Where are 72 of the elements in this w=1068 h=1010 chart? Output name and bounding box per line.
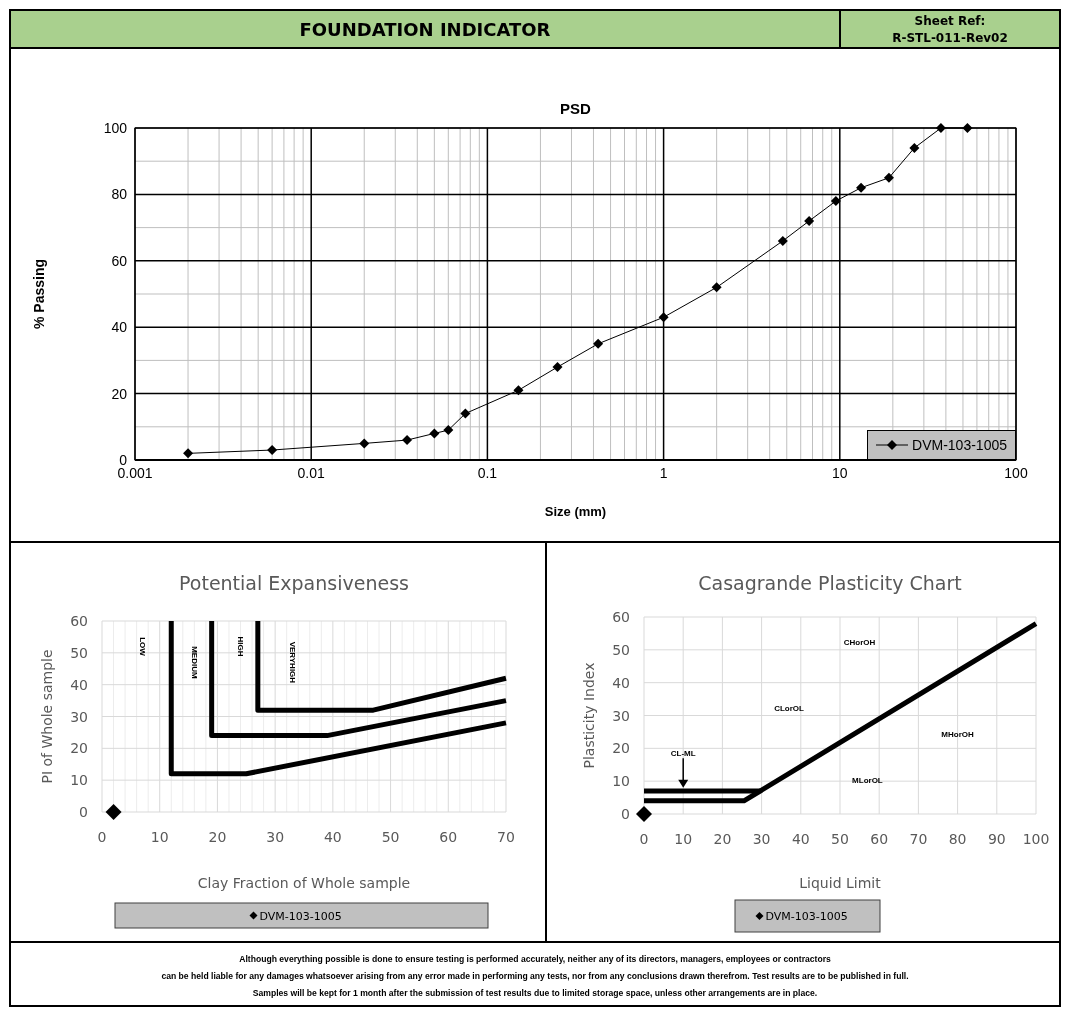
x-tick-label: 30: [266, 829, 285, 845]
annotation: MHorOH: [941, 730, 975, 740]
annotation: MLorOL: [852, 776, 883, 786]
x-tick-label: 0.01: [297, 465, 326, 481]
x-tick-label: 40: [323, 829, 342, 845]
y-tick-label: 60: [70, 613, 88, 629]
legend-label: DVM-103-1005: [765, 910, 848, 923]
x-tick-label: 90: [987, 831, 1006, 847]
y-tick-label: 20: [111, 385, 128, 402]
y-tick-label: 50: [70, 644, 88, 661]
x-tick-label: 20: [713, 831, 732, 847]
y-axis-title: % Passing: [31, 258, 47, 330]
y-tick-label: 10: [70, 772, 88, 789]
text: can be held liable for any damages whatsoever arising from any error made in performing any tests, nor from any conclusions drawn therefrom. Test results are to be published in full.: [161, 971, 909, 981]
text: FOUNDATION INDICATOR: [299, 19, 551, 40]
y-axis-title: Plasticity Index: [581, 662, 597, 769]
chart-title: PSD: [560, 100, 592, 117]
x-tick-label: 10: [150, 829, 169, 845]
y-tick-label: 0: [79, 804, 88, 820]
x-tick-label: 0: [97, 829, 107, 845]
x-tick-label: 50: [831, 831, 849, 847]
x-tick-label: 60: [870, 831, 889, 847]
x-axis-title: Clay Fraction of Whole sample: [197, 875, 411, 891]
x-axis-title: Size (mm): [544, 504, 607, 519]
y-tick-label: 20: [70, 740, 88, 757]
x-tick-label: 20: [208, 829, 227, 845]
text: Although everything possible is done to ensure testing is performed accurately, neither any of its directors, managers, employees or contractors: [239, 954, 831, 964]
annotation: VERYHIGH: [288, 641, 298, 684]
annotation: HIGH: [236, 636, 246, 657]
annotation: CHorOH: [843, 638, 876, 648]
x-tick-label: 10: [674, 831, 693, 847]
x-tick-label: 80: [948, 831, 967, 847]
y-tick-label: 10: [612, 773, 630, 790]
x-axis-title: Liquid Limit: [799, 875, 882, 891]
text: R-STL-011-Rev02: [892, 31, 1008, 45]
x-tick-label: 60: [439, 829, 458, 845]
x-tick-label: 40: [791, 831, 810, 847]
y-tick-label: 0: [119, 452, 128, 468]
chart-title: Casagrande Plasticity Chart: [698, 572, 962, 594]
annotation: LOW: [138, 637, 148, 657]
y-tick-label: 30: [70, 708, 88, 725]
annotation: CLorOL: [774, 704, 805, 714]
x-tick-label: 1: [659, 465, 668, 481]
y-tick-label: 20: [612, 740, 630, 757]
text: Samples will be kept for 1 month after the submission of test results due to limited storage space, unless other arrangements are in place.: [252, 988, 818, 998]
annotation: CL-ML: [670, 749, 696, 759]
y-tick-label: 60: [612, 609, 630, 625]
y-tick-label: 100: [103, 120, 128, 136]
x-tick-label: 70: [909, 831, 928, 847]
y-tick-label: 0: [621, 806, 630, 822]
x-tick-label: 100: [1022, 831, 1050, 847]
annotation: MEDIUM: [190, 646, 200, 679]
x-tick-label: 0.1: [477, 465, 498, 481]
x-tick-label: 70: [497, 829, 515, 845]
x-tick-label: 0: [639, 831, 649, 847]
legend-label: DVM-103-1005: [259, 909, 342, 923]
chart-title: Potential Expansiveness: [179, 572, 409, 594]
x-tick-label: 50: [381, 829, 400, 845]
y-tick-label: 80: [111, 186, 128, 203]
y-tick-label: 60: [111, 252, 128, 269]
text: Sheet Ref:: [914, 14, 986, 28]
x-tick-label: 100: [1004, 465, 1028, 481]
x-tick-label: 10: [832, 465, 848, 481]
y-tick-label: 30: [612, 707, 630, 724]
x-tick-label: 0.001: [117, 465, 153, 481]
legend-label: DVM-103-1005: [912, 437, 1007, 453]
y-axis-title: PI of Whole sample: [39, 649, 55, 784]
y-tick-label: 50: [612, 641, 630, 658]
x-tick-label: 30: [752, 831, 771, 847]
y-tick-label: 40: [612, 674, 630, 691]
y-tick-label: 40: [111, 319, 128, 336]
y-tick-label: 40: [70, 676, 88, 693]
